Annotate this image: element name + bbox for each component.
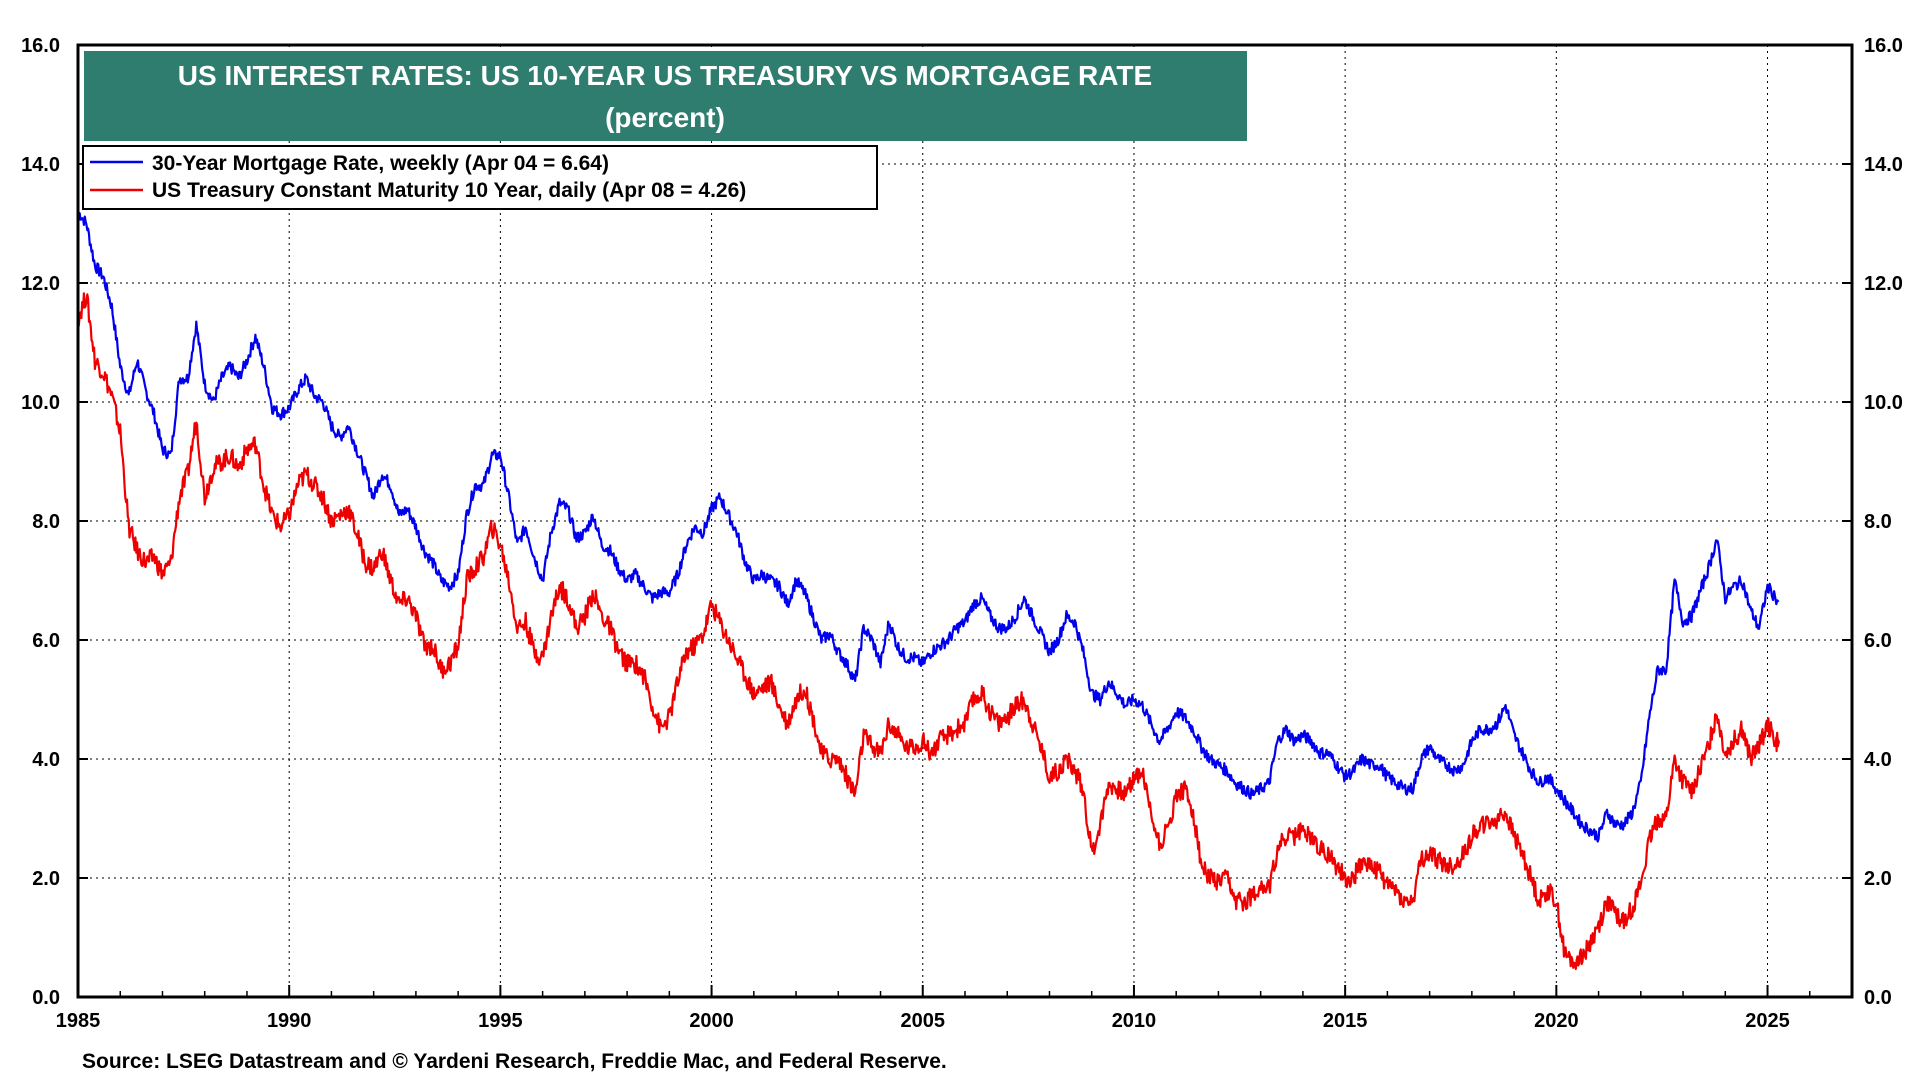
y-tick-label-right: 14.0 — [1864, 154, 1903, 176]
y-tick-label-right: 4.0 — [1864, 749, 1892, 771]
series-line-mortgage — [77, 211, 1780, 843]
x-tick-label: 2000 — [689, 1010, 734, 1032]
y-tick-label-left: 2.0 — [32, 868, 60, 890]
x-axis: 1985 1990 1995 2000 2005 2010 2015 2020 2025 — [56, 985, 1853, 1032]
x-tick-label: 1995 — [478, 1010, 523, 1032]
y-tick-label-right: 16.0 — [1864, 35, 1903, 57]
y-tick-label-left: 4.0 — [32, 749, 60, 771]
y-axis-right: 0.0 2.0 4.0 6.0 8.0 10.0 12.0 14.0 16.0 — [1842, 35, 1903, 1009]
y-tick-label-right: 12.0 — [1864, 273, 1903, 295]
title-background — [84, 51, 1247, 141]
y-tick-label-left: 0.0 — [32, 987, 60, 1009]
y-axis-left: 0.0 2.0 4.0 6.0 8.0 10.0 12.0 14.0 16.0 — [21, 35, 88, 1009]
y-tick-label-right: 2.0 — [1864, 868, 1892, 890]
y-tick-label-left: 14.0 — [21, 154, 60, 176]
y-tick-label-left: 10.0 — [21, 392, 60, 414]
x-tick-label: 1985 — [56, 1010, 101, 1032]
title-box: US INTEREST RATES: US 10-YEAR US TREASUR… — [84, 51, 1247, 141]
source-note: Source: LSEG Datastream and © Yardeni Re… — [82, 1050, 947, 1073]
x-tick-label: 2010 — [1112, 1010, 1157, 1032]
y-tick-label-right: 0.0 — [1864, 987, 1892, 1009]
legend-label-treasury: US Treasury Constant Maturity 10 Year, d… — [152, 179, 746, 202]
legend-label-mortgage: 30-Year Mortgage Rate, weekly (Apr 04 = … — [152, 152, 609, 175]
x-tick-label: 2025 — [1745, 1010, 1790, 1032]
x-tick-label: 2020 — [1534, 1010, 1579, 1032]
y-tick-label-right: 6.0 — [1864, 630, 1892, 652]
chart-subtitle: (percent) — [605, 102, 725, 133]
x-tick-label: 2005 — [901, 1010, 946, 1032]
series-group — [76, 211, 1780, 971]
y-tick-label-left: 12.0 — [21, 273, 60, 295]
y-tick-label-left: 8.0 — [32, 511, 60, 533]
x-tick-label: 2015 — [1323, 1010, 1368, 1032]
chart-title: US INTEREST RATES: US 10-YEAR US TREASUR… — [178, 60, 1152, 91]
x-tick-label: 1990 — [267, 1010, 312, 1032]
y-tick-label-right: 10.0 — [1864, 392, 1903, 414]
series-line-treasury — [76, 292, 1780, 971]
plot-frame — [76, 43, 1854, 999]
legend: 30-Year Mortgage Rate, weekly (Apr 04 = … — [82, 145, 878, 210]
y-tick-label-right: 8.0 — [1864, 511, 1892, 533]
y-tick-label-left: 6.0 — [32, 630, 60, 652]
y-tick-label-left: 16.0 — [21, 35, 60, 57]
legend-box — [82, 145, 878, 210]
